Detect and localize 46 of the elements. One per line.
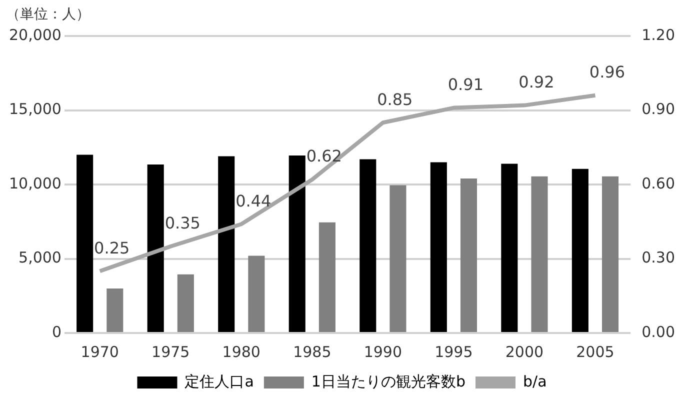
- x-tick-label: 1980: [222, 342, 260, 361]
- legend-label: 1日当たりの観光客数b: [311, 372, 466, 390]
- bar: [602, 176, 619, 332]
- bar: [76, 154, 94, 332]
- y-tick-label: 15,000: [8, 100, 62, 118]
- x-tick-label: 2000: [505, 342, 544, 361]
- bar: [501, 164, 518, 332]
- data-label: 0.91: [448, 74, 484, 94]
- y2-tick-label: 0.90: [642, 100, 676, 118]
- x-tick-label: 1970: [80, 342, 119, 361]
- bar: [360, 159, 376, 332]
- x-tick-label: 1975: [152, 342, 190, 361]
- bar: [531, 176, 548, 332]
- x-tick-label: 1995: [434, 342, 473, 361]
- bar: [248, 256, 265, 332]
- y2-tick-label: 1.20: [642, 26, 676, 44]
- x-tick-label: 1985: [293, 342, 332, 361]
- data-label: 0.44: [236, 191, 272, 210]
- data-label: 0.62: [306, 146, 342, 166]
- y-tick-label: 0: [52, 322, 62, 341]
- data-label: 0.25: [94, 238, 130, 258]
- bar: [390, 185, 406, 332]
- bar: [218, 156, 235, 332]
- data-label: 0.35: [164, 214, 200, 233]
- bar: [106, 288, 124, 332]
- y2-tick-label: 0.30: [642, 248, 676, 267]
- bar: [177, 274, 194, 332]
- bar: [288, 156, 306, 332]
- y2-tick-label: 0.60: [642, 174, 676, 192]
- bar: [318, 222, 336, 332]
- y2-tick-label: 0.00: [642, 322, 676, 341]
- bar: [572, 168, 588, 332]
- y-tick-label: 20,000: [8, 26, 62, 44]
- y-tick-label: 5,000: [18, 248, 62, 267]
- data-label: 0.85: [377, 90, 413, 109]
- data-label: 0.96: [589, 62, 626, 82]
- y-tick-label: 10,000: [8, 174, 62, 192]
- data-label: 0.92: [518, 72, 554, 92]
- y-axis-title: （単位：人）: [6, 6, 90, 23]
- legend-label: b/a: [522, 372, 547, 390]
- x-tick-label: 1990: [364, 342, 402, 361]
- bar: [430, 162, 447, 332]
- x-tick-label: 2005: [576, 342, 614, 361]
- bar: [460, 178, 477, 332]
- legend-label: 定住人口a: [184, 372, 254, 390]
- bar: [147, 164, 164, 332]
